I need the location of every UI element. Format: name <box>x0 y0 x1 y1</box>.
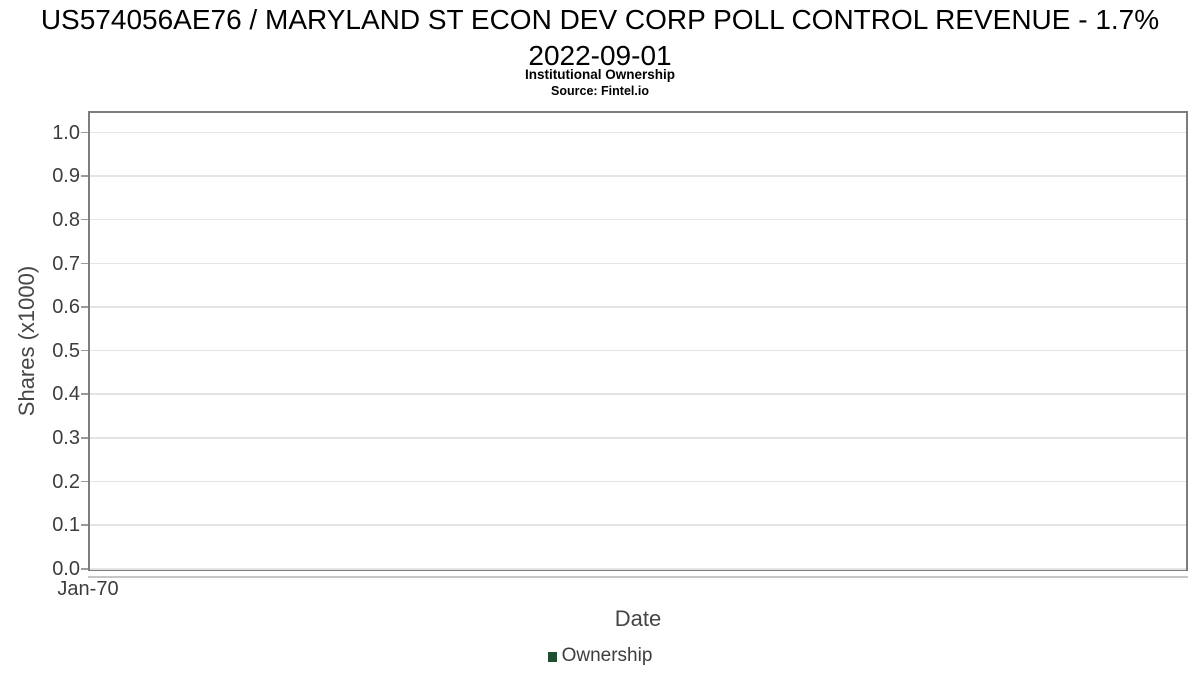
y-tick-mark <box>81 262 88 265</box>
y-gridline <box>90 393 1186 395</box>
y-gridline <box>90 306 1186 308</box>
y-tick-label: 0.3 <box>52 427 80 450</box>
x-tick-label: Jan-70 <box>57 578 119 600</box>
y-gridline <box>90 131 1186 134</box>
y-tick-mark <box>81 393 88 395</box>
y-tick-mark <box>81 480 88 483</box>
y-tick-mark <box>81 568 88 570</box>
y-tick-mark <box>81 349 88 352</box>
y-gridline <box>90 437 1186 439</box>
legend: Ownership <box>0 645 1200 667</box>
y-tick-label: 0.8 <box>52 208 80 231</box>
legend-label: Ownership <box>561 645 653 666</box>
y-gridline <box>90 568 1186 570</box>
chart-source-label: Source: Fintel.io <box>551 84 649 98</box>
y-tick-label: 0.5 <box>52 339 80 362</box>
y-gridline <box>90 524 1186 526</box>
chart-title-line2: 2022-09-01 <box>528 40 672 71</box>
y-tick-label: 1.0 <box>52 121 80 144</box>
y-tick-mark <box>81 175 88 177</box>
x-axis-line <box>88 576 1188 578</box>
y-gridline <box>90 175 1186 177</box>
chart-subtitle: Institutional Ownership <box>524 67 675 82</box>
y-gridline <box>90 262 1186 265</box>
y-gridline <box>90 218 1186 221</box>
y-tick-label: 0.4 <box>52 383 80 406</box>
y-tick-label: 0.9 <box>52 165 80 188</box>
y-tick-label: 0.2 <box>52 470 80 493</box>
y-tick-label: 0.7 <box>52 252 80 275</box>
legend-marker-square <box>547 652 557 662</box>
y-tick-mark <box>81 306 88 308</box>
y-tick-mark <box>81 218 88 221</box>
y-tick-mark <box>81 131 88 134</box>
y-tick-label: 0.0 <box>52 558 80 580</box>
y-tick-mark <box>81 524 88 526</box>
y-gridline <box>90 480 1186 483</box>
chart-title-line1: US574056AE76 / MARYLAND ST ECON DEV CORP… <box>40 4 1160 35</box>
y-tick-label: 0.6 <box>52 296 80 319</box>
plot-area: Jan-70 Date 0.0 0.1 0.2 0.3 0.4 0.5 0.6 0.7 0.8 0… <box>52 111 1188 631</box>
x-axis-title: Date <box>614 606 662 631</box>
y-tick-mark <box>81 437 88 439</box>
chart-title: US574056AE76 / MARYLAND ST ECON DEV CORP… <box>0 2 1200 74</box>
y-gridline <box>90 349 1186 352</box>
y-tick-label: 0.1 <box>52 514 80 537</box>
